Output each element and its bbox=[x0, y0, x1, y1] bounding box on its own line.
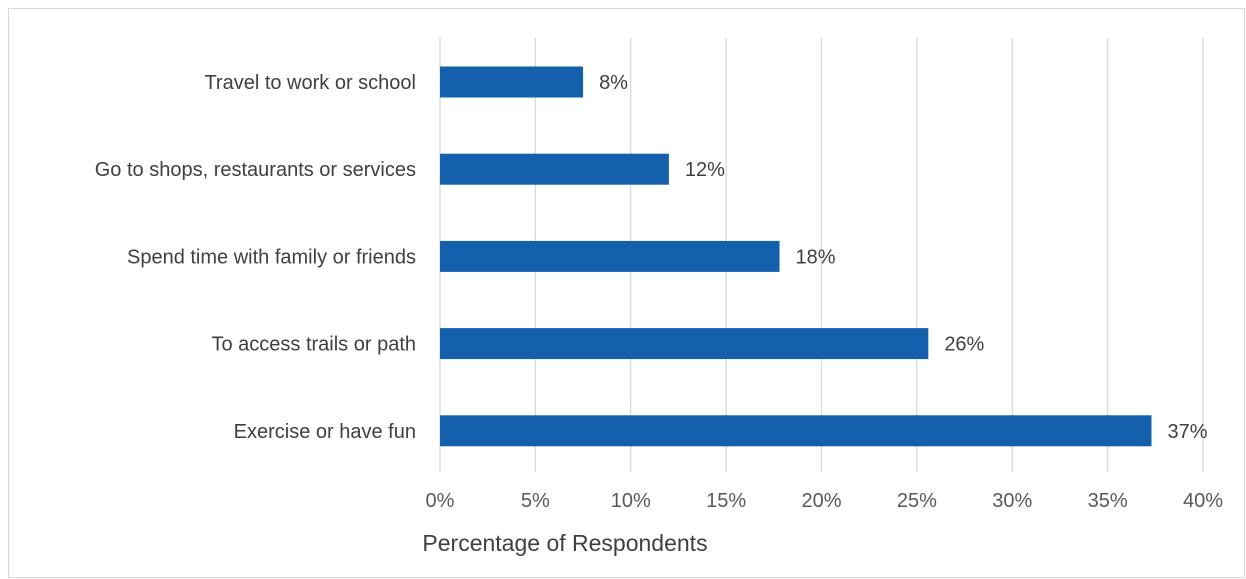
x-tick-label: 10% bbox=[611, 490, 651, 512]
x-tick-label: 0% bbox=[426, 490, 455, 512]
category-label: Exercise or have fun bbox=[234, 421, 416, 443]
x-tick-label: 20% bbox=[801, 490, 841, 512]
data-label: 26% bbox=[944, 334, 984, 356]
bars bbox=[440, 66, 1152, 447]
x-tick-label: 25% bbox=[897, 490, 937, 512]
x-tick-label: 15% bbox=[706, 490, 746, 512]
labels: 0% 5% 10% 15% 20% 25% 30% 35% 40% Travel to work … bbox=[95, 72, 1223, 512]
x-axis-title: Percentage of Respondents bbox=[422, 530, 707, 556]
bar-4 bbox=[440, 328, 929, 360]
bar-3 bbox=[440, 240, 780, 272]
x-tick-label: 30% bbox=[992, 490, 1032, 512]
x-tick-label: 40% bbox=[1183, 490, 1223, 512]
data-label: 37% bbox=[1167, 421, 1207, 443]
chart-frame bbox=[8, 8, 1245, 578]
bar-2 bbox=[440, 153, 669, 185]
x-tick-label: 5% bbox=[521, 490, 550, 512]
data-label: 18% bbox=[796, 246, 836, 268]
category-label: Go to shops, restaurants or services bbox=[95, 159, 416, 181]
x-tick-label: 35% bbox=[1088, 490, 1128, 512]
category-label: Spend time with family or friends bbox=[127, 246, 416, 268]
bar-5 bbox=[440, 415, 1152, 447]
bar-1 bbox=[440, 66, 584, 98]
category-label: Travel to work or school bbox=[204, 72, 416, 94]
category-label: To access trails or path bbox=[211, 334, 416, 356]
data-label: 8% bbox=[599, 72, 628, 94]
data-label: 12% bbox=[685, 159, 725, 181]
gridlines bbox=[439, 38, 1204, 472]
